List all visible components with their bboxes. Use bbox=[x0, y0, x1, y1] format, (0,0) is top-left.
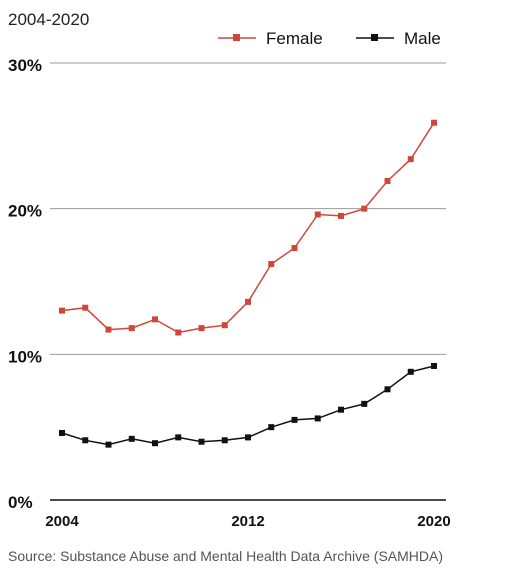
y-tick-label: 30% bbox=[8, 56, 42, 75]
series-layer bbox=[59, 119, 437, 448]
source-note: Source: Substance Abuse and Mental Healt… bbox=[8, 548, 443, 564]
chart-subtitle: 2004-2020 bbox=[8, 10, 89, 29]
data-point-female bbox=[361, 205, 368, 212]
y-tick-label: 20% bbox=[8, 202, 42, 221]
x-tick-label: 2012 bbox=[231, 513, 264, 530]
legend-male-marker bbox=[371, 34, 378, 41]
legend-female-marker bbox=[233, 34, 240, 41]
x-axis-ticks: 2004 2012 2020 bbox=[45, 513, 450, 530]
legend-item-female: Female bbox=[218, 29, 323, 48]
data-point-female bbox=[431, 119, 437, 126]
data-point-female bbox=[59, 307, 65, 314]
data-point-female bbox=[407, 156, 414, 163]
data-point-male bbox=[245, 434, 251, 441]
series-line-male bbox=[61, 365, 435, 446]
data-point-female bbox=[384, 177, 391, 184]
data-point-male bbox=[407, 368, 414, 375]
x-tick-label: 2020 bbox=[417, 513, 450, 530]
data-point-male bbox=[82, 437, 89, 444]
data-point-male bbox=[314, 415, 321, 422]
legend-female-label: Female bbox=[266, 29, 323, 48]
series-female bbox=[59, 119, 437, 336]
data-point-male bbox=[198, 438, 205, 445]
data-point-male bbox=[338, 406, 344, 413]
legend-item-male: Male bbox=[356, 29, 441, 48]
data-point-male bbox=[291, 416, 298, 423]
data-point-male bbox=[152, 440, 158, 447]
data-point-male bbox=[221, 437, 228, 444]
data-point-male bbox=[175, 434, 182, 441]
x-tick-label: 2004 bbox=[45, 513, 79, 530]
data-point-female bbox=[245, 298, 251, 305]
y-tick-label: 0% bbox=[8, 493, 33, 512]
data-point-male bbox=[431, 362, 437, 369]
data-point-male bbox=[59, 429, 65, 436]
data-point-male bbox=[361, 400, 368, 407]
data-point-female bbox=[175, 329, 182, 336]
data-point-female bbox=[338, 212, 344, 219]
legend-male-label: Male bbox=[404, 29, 441, 48]
data-point-female bbox=[291, 244, 298, 251]
series-male bbox=[59, 362, 437, 448]
data-point-male bbox=[384, 386, 391, 393]
data-point-female bbox=[152, 316, 158, 323]
legend: Female Male bbox=[218, 29, 441, 48]
y-tick-label: 10% bbox=[8, 347, 42, 366]
y-axis-ticks: 0% 10% 20% 30% bbox=[8, 56, 42, 512]
data-point-female bbox=[82, 304, 89, 311]
data-point-male bbox=[105, 441, 112, 448]
data-point-male bbox=[128, 435, 135, 442]
gridlines bbox=[50, 62, 446, 501]
data-point-female bbox=[105, 326, 112, 333]
data-point-female bbox=[314, 211, 321, 218]
data-point-female bbox=[221, 322, 228, 329]
data-point-female bbox=[268, 261, 275, 268]
data-point-male bbox=[268, 424, 275, 431]
data-point-female bbox=[198, 325, 205, 332]
data-point-female bbox=[128, 325, 135, 332]
